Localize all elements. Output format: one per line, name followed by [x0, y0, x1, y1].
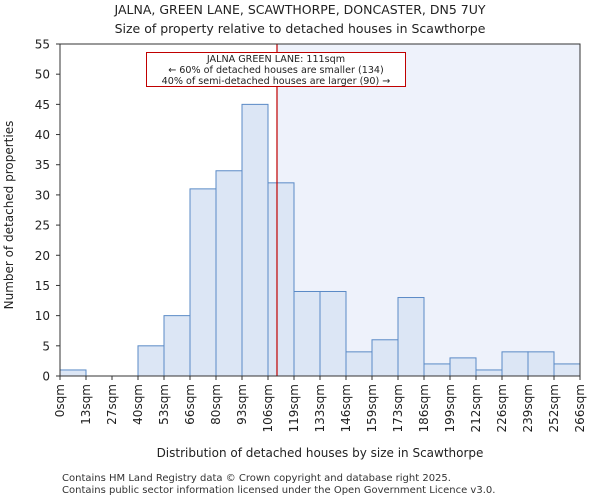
y-tick-label: 45 [35, 98, 50, 112]
y-tick-label: 0 [42, 370, 50, 384]
x-tick-label: 212sqm [469, 384, 483, 432]
x-tick-label: 133sqm [313, 384, 327, 432]
histogram-bar [189, 188, 217, 377]
histogram-bar [267, 182, 295, 377]
histogram-bar [397, 297, 425, 377]
chart-title: JALNA, GREEN LANE, SCAWTHORPE, DONCASTER… [114, 2, 486, 17]
y-tick-label: 30 [35, 188, 50, 202]
x-tick-label: 53sqm [157, 384, 171, 425]
property-annotation-box: JALNA GREEN LANE: 111sqm ← 60% of detach… [146, 52, 406, 87]
y-tick-label: 40 [35, 128, 50, 142]
histogram-bar [449, 357, 477, 377]
y-tick-label: 15 [35, 279, 50, 293]
histogram-bar [137, 345, 165, 377]
x-tick-label: 239sqm [521, 384, 535, 432]
x-tick-label: 186sqm [417, 384, 431, 432]
histogram-bar [293, 290, 321, 377]
y-tick-label: 50 [35, 68, 50, 82]
annotation-line-1: JALNA GREEN LANE: 111sqm [206, 54, 346, 65]
x-tick-label: 199sqm [443, 384, 457, 432]
x-tick-label: 159sqm [365, 384, 379, 432]
x-tick-label: 146sqm [339, 384, 353, 432]
x-tick-label: 266sqm [573, 384, 587, 432]
x-tick-label: 106sqm [261, 384, 275, 432]
x-tick-label: 119sqm [287, 384, 301, 432]
annotation-line-2: ← 60% of detached houses are smaller (13… [168, 65, 384, 76]
y-tick-label: 55 [35, 38, 50, 52]
x-tick-label: 80sqm [209, 384, 223, 425]
x-tick-label: 0sqm [53, 384, 67, 417]
histogram-bar [423, 363, 451, 377]
x-tick-label: 66sqm [183, 384, 197, 425]
histogram-bar [553, 363, 581, 377]
histogram-bar [319, 290, 347, 377]
x-tick-label: 226sqm [495, 384, 509, 432]
x-tick-label: 93sqm [235, 384, 249, 425]
histogram-bar [59, 369, 87, 377]
annotation-line-3: 40% of semi-detached houses are larger (… [161, 76, 391, 87]
x-tick-label: 252sqm [547, 384, 561, 432]
histogram-bar [241, 103, 269, 377]
histogram-bar [345, 351, 373, 377]
histogram-bar [371, 339, 399, 377]
x-tick-label: 13sqm [79, 384, 93, 425]
y-axis-label: Number of detached properties [2, 121, 16, 310]
x-axis-label: Distribution of detached houses by size … [157, 446, 484, 460]
footer-line-2: Contains public sector information licen… [62, 485, 496, 496]
y-tick-label: 20 [35, 249, 50, 263]
histogram-bar [475, 369, 503, 377]
x-tick-label: 173sqm [391, 384, 405, 432]
y-tick-label: 5 [42, 339, 50, 353]
histogram-bar [163, 315, 191, 377]
y-tick-label: 10 [35, 309, 50, 323]
histogram-bar [527, 351, 555, 377]
x-tick-label: 27sqm [105, 384, 119, 425]
y-tick-label: 25 [35, 219, 50, 233]
x-tick-label: 40sqm [131, 384, 145, 425]
chart-subtitle: Size of property relative to detached ho… [114, 21, 486, 36]
footer-line-1: Contains HM Land Registry data © Crown c… [62, 473, 451, 484]
y-tick-label: 35 [35, 158, 50, 172]
histogram-bar [501, 351, 529, 377]
histogram-bar [215, 170, 243, 377]
